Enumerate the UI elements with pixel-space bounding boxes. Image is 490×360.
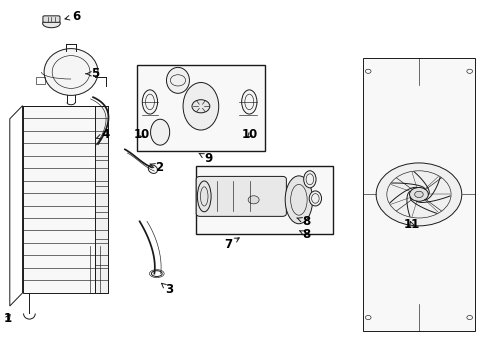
Text: 6: 6 bbox=[65, 10, 80, 23]
Ellipse shape bbox=[167, 67, 190, 93]
Text: 10: 10 bbox=[134, 129, 150, 141]
Text: 8: 8 bbox=[297, 215, 310, 228]
Text: 4: 4 bbox=[96, 129, 109, 141]
Bar bbox=[95, 106, 108, 293]
Ellipse shape bbox=[309, 191, 321, 206]
FancyBboxPatch shape bbox=[43, 16, 60, 22]
Circle shape bbox=[376, 163, 462, 226]
Text: 11: 11 bbox=[403, 219, 420, 231]
Ellipse shape bbox=[43, 19, 60, 28]
Text: 8: 8 bbox=[299, 228, 310, 240]
Ellipse shape bbox=[142, 90, 158, 114]
Text: 7: 7 bbox=[224, 238, 239, 251]
Text: 1: 1 bbox=[3, 312, 11, 325]
Circle shape bbox=[248, 196, 259, 204]
Bar bbox=[23, 106, 108, 293]
Text: 2: 2 bbox=[150, 161, 163, 174]
Circle shape bbox=[415, 191, 423, 198]
Ellipse shape bbox=[197, 181, 211, 212]
Text: 3: 3 bbox=[162, 283, 173, 296]
Ellipse shape bbox=[242, 90, 257, 114]
Circle shape bbox=[410, 188, 428, 201]
Ellipse shape bbox=[304, 171, 316, 188]
Text: 5: 5 bbox=[86, 67, 99, 80]
Ellipse shape bbox=[44, 49, 98, 95]
Bar bbox=[36, 77, 46, 84]
Text: 9: 9 bbox=[199, 152, 212, 165]
Text: 10: 10 bbox=[242, 129, 258, 141]
Bar bbox=[137, 65, 265, 151]
Ellipse shape bbox=[285, 176, 313, 224]
Circle shape bbox=[192, 100, 210, 113]
Ellipse shape bbox=[150, 119, 170, 145]
Bar bbox=[196, 166, 333, 234]
Bar bbox=[363, 58, 475, 331]
Ellipse shape bbox=[183, 82, 219, 130]
FancyBboxPatch shape bbox=[196, 176, 286, 216]
